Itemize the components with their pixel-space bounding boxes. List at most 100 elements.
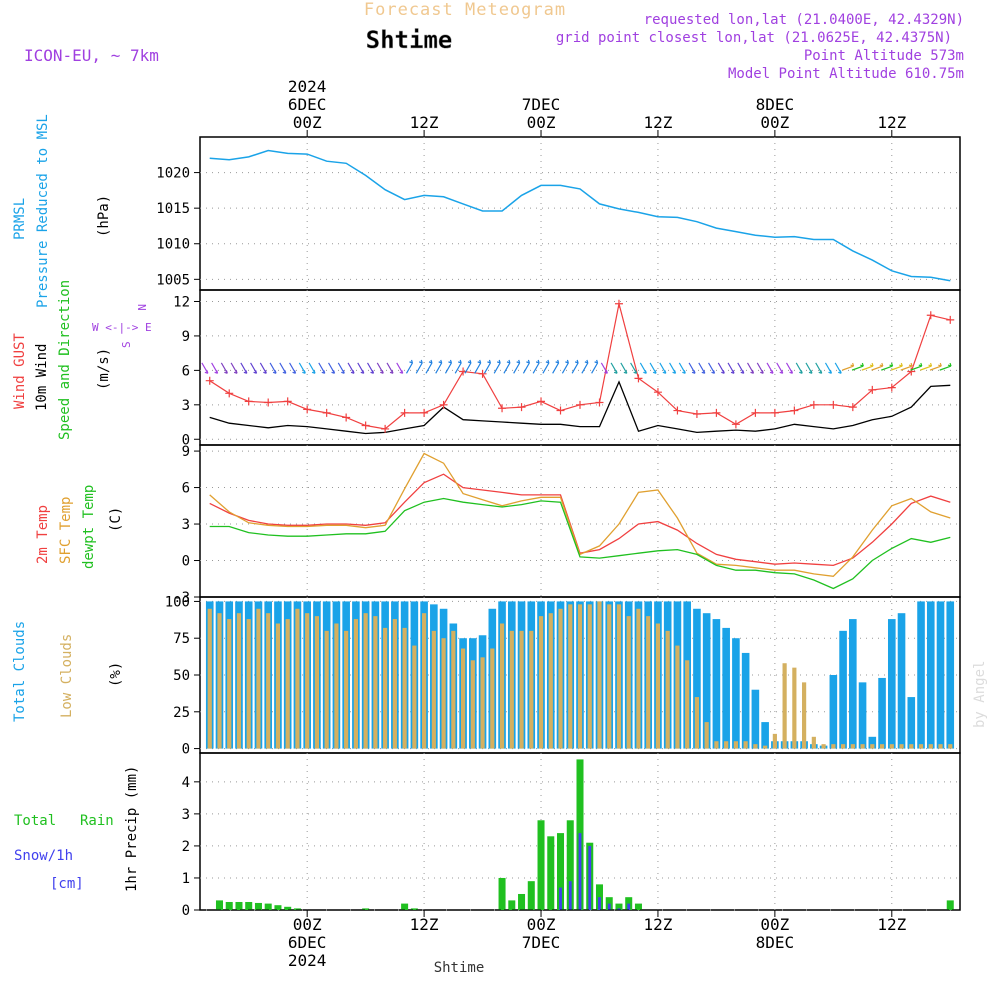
wind-gust-marker [829,400,838,409]
speed-direction-label: Speed and Direction [57,280,73,440]
low-cloud-bar [217,613,222,749]
rain-bar [410,908,418,910]
wind-gust-marker [712,408,721,417]
wind-direction-arrow [298,362,306,374]
prmsl-label: PRMSL [12,198,28,240]
wind-gust-marker [907,367,916,376]
wind-direction-arrow [834,362,842,374]
t2m-label: 2m Temp [35,505,51,564]
low-cloud-bar [792,667,797,749]
total-cloud-bar [829,675,838,749]
wind-direction-arrow [366,362,375,374]
low-cloud-bar [714,741,719,749]
low-cloud-bar [548,613,553,749]
top-date-label: 8DEC [756,95,795,114]
top-hour-label: 00Z [760,113,789,132]
low-cloud-bar [840,744,846,749]
y-tick-label: 4 [182,775,190,791]
rain-label: Rain [80,813,114,829]
rain-bar [401,903,409,910]
low-cloud-bar [646,616,651,749]
low-cloud-bar [753,744,758,749]
wind-direction-arrow [756,362,764,374]
y-tick-label: 75 [173,631,190,647]
wind-gust-marker [887,383,896,392]
low-cloud-bar [587,604,592,749]
wind-direction-arrow [591,359,599,374]
low-cloud-bar [879,744,885,749]
low-cloud-bar [275,623,281,749]
low-cloud-bar [899,744,904,749]
wind-direction-arrow [240,362,248,374]
rain-bar [508,900,516,910]
snow-bar [598,897,601,910]
y-tick-label: 100 [165,594,190,610]
low-cloud-bar [694,697,700,749]
low-cloud-bar [285,619,290,749]
snow-bar [568,881,572,910]
rain-bar [537,820,545,910]
low-cloud-bar [724,741,729,749]
wind-gust-marker [439,400,448,409]
low-cloud-bar [480,657,485,749]
total-cloud-bar [741,652,750,749]
low-cloud-bar [529,630,534,749]
low-cloud-bar [363,613,368,749]
y-tick-label: 2 [182,839,190,855]
low-cloud-bar [519,630,524,749]
wind-direction-arrow [861,362,874,371]
low-cloud-bar [918,744,924,749]
top-hour-label: 00Z [293,113,322,132]
y-tick-label: 12 [173,294,190,310]
y-tick-label: 0 [182,742,190,758]
total-cloud-bar [761,722,769,749]
y-tick-label: 1015 [156,201,190,217]
y-tick-label: 1005 [156,272,190,288]
bottom-hour-label: 12Z [410,915,439,934]
y-tick-label: 3 [182,398,190,414]
wind-direction-arrow [900,362,913,371]
low-cloud-bar [636,608,641,749]
low-cloud-bar [227,619,232,749]
low-cloud-bar [422,613,427,749]
low-cloud-bar [763,745,768,749]
total-cloud-bar [926,601,935,749]
pressure-msl-label: Pressure Reduced to MSL [35,114,51,308]
low-cloud-bar [509,630,514,749]
low-cloud-bar [402,627,407,749]
wind-gust-marker [868,385,877,394]
total-cloud-bar [878,677,886,749]
rain-bar [225,901,233,910]
y-tick-label: 1010 [156,237,190,253]
wind-direction-arrow [939,362,952,371]
low-cloud-bar [948,744,953,749]
wind-direction-arrow [522,359,530,374]
wind-direction-arrow [649,362,657,374]
wind-gust-marker [322,408,331,417]
rain-bar [634,903,642,910]
low-cloud-bar [772,733,777,749]
percent-label: (%) [108,662,124,687]
wind-gust-marker [770,408,779,417]
hpa-label: (hPa) [96,195,112,237]
pressure-line [209,149,951,282]
low-cloud-bar [538,616,544,749]
y-tick-label: 1020 [156,166,190,182]
wind-gust-marker [595,398,604,407]
wind-direction-arrow [259,362,267,374]
wind-direction-arrow [269,362,277,374]
low-cloud-bar [802,682,807,749]
top-hour-label: 00Z [527,113,556,132]
footer-place: Shtime [434,960,485,976]
y-tick-label: 6 [182,481,190,497]
low-cloud-bar [889,744,894,749]
wind-gust-marker [634,374,643,383]
clouds-panel: 0 25 50 75 100 [165,594,961,758]
wind-direction-arrow [842,362,855,371]
panel-frame [199,136,961,291]
wind-direction-arrow [211,362,219,374]
total-cloud-bar [849,619,857,749]
wind-direction-arrow [746,362,755,374]
ms-label: (m/s) [96,348,112,390]
wind-direction-arrow [688,362,696,374]
